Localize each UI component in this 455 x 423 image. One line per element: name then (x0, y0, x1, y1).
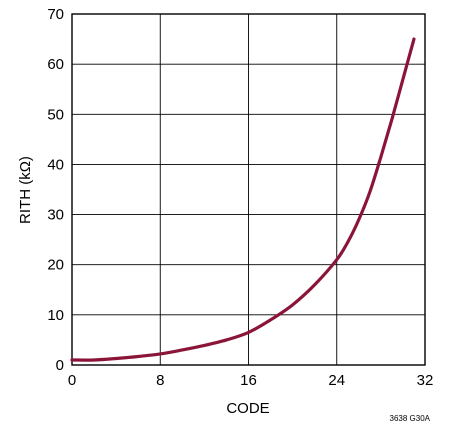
x-tick-label: 32 (417, 372, 434, 389)
y-tick-label: 50 (47, 106, 64, 123)
x-tick-label: 24 (328, 372, 345, 389)
y-tick-label: 40 (47, 156, 64, 173)
series-group (70, 37, 416, 362)
corner-note: 3638 G30A (390, 414, 431, 423)
grid (72, 14, 425, 365)
plot-frame (71, 13, 426, 366)
y-tick-label: 60 (47, 56, 64, 73)
tick-labels: 0 8 16 24 32 0 10 20 30 40 50 60 70 (47, 6, 433, 389)
x-tick-label: 16 (240, 372, 257, 389)
y-tick-label: 20 (47, 257, 64, 274)
y-tick-label: 70 (47, 6, 64, 23)
y-tick-label: 10 (47, 307, 64, 324)
x-tick-label: 0 (68, 372, 76, 389)
x-tick-label: 8 (156, 372, 164, 389)
x-axis-label: CODE (226, 400, 269, 417)
y-axis-label: RITH (kΩ) (17, 156, 34, 224)
y-tick-label: 0 (56, 357, 64, 374)
series-line (70, 37, 416, 362)
y-tick-label: 30 (47, 207, 64, 224)
